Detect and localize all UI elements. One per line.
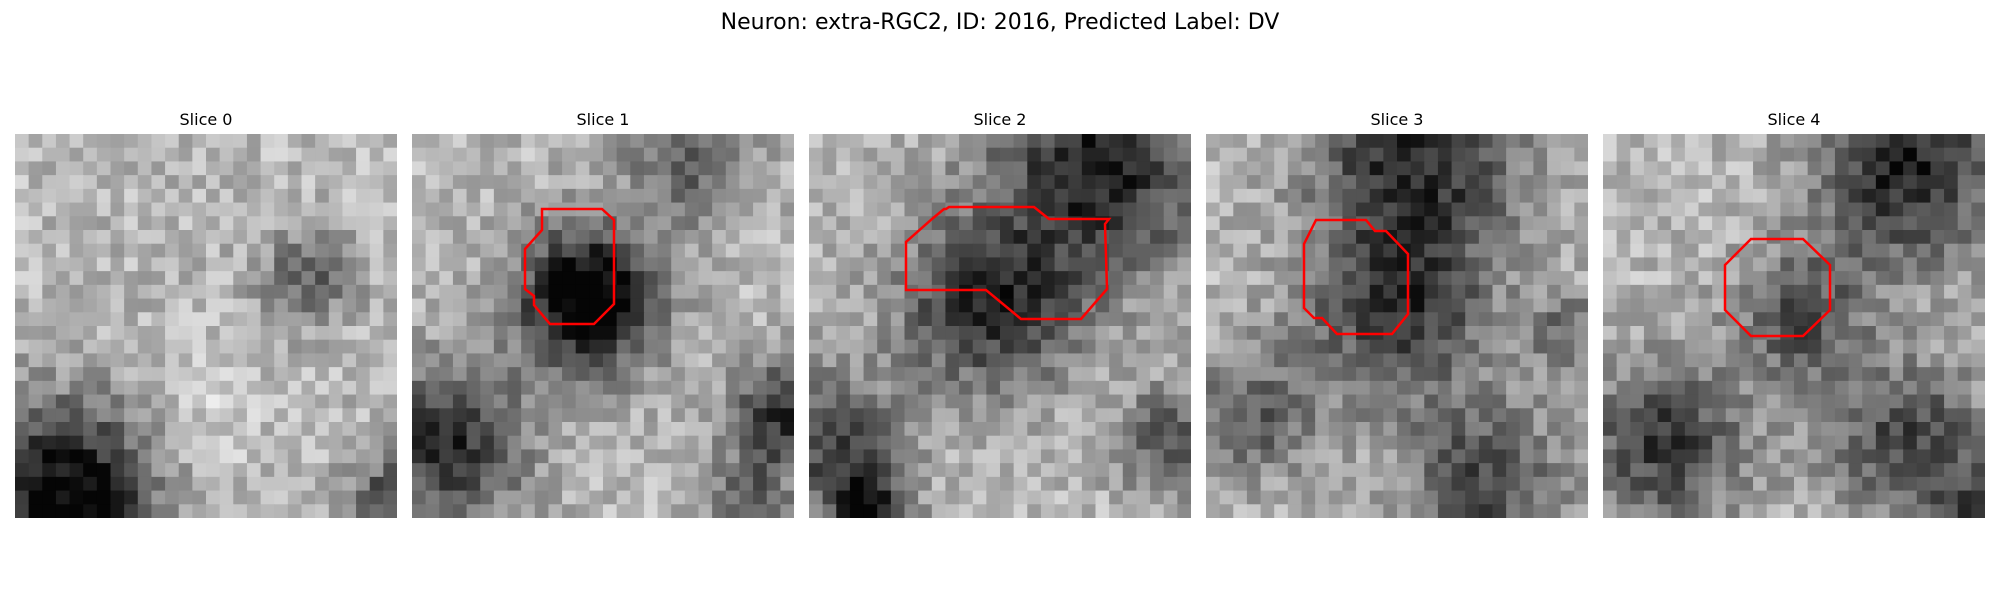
slice-image-4	[1603, 134, 1985, 518]
grayscale-pixel-grid	[1603, 134, 1985, 518]
slice-image-3	[1206, 134, 1588, 518]
slice-panel-1: Slice 1	[412, 110, 794, 518]
slice-title: Slice 1	[576, 110, 630, 129]
slice-title: Slice 0	[179, 110, 233, 129]
slice-title: Slice 3	[1370, 110, 1424, 129]
grayscale-pixel-grid	[412, 134, 794, 518]
grayscale-pixel-grid	[15, 134, 397, 518]
slice-panel-4: Slice 4	[1603, 110, 1985, 518]
slice-image-0	[15, 134, 397, 518]
roi-outline	[1302, 218, 1410, 336]
slice-image-1	[412, 134, 794, 518]
roi-outline	[904, 205, 1112, 321]
grayscale-pixel-grid	[1206, 134, 1588, 518]
slice-image-2	[809, 134, 1191, 518]
figure-title: Neuron: extra-RGC2, ID: 2016, Predicted …	[720, 10, 1280, 35]
slice-panel-3: Slice 3	[1206, 110, 1588, 518]
slice-panel-0: Slice 0	[15, 110, 397, 518]
roi-outline	[1723, 237, 1832, 338]
slice-panel-2: Slice 2	[809, 110, 1191, 518]
slice-title: Slice 4	[1767, 110, 1821, 129]
grayscale-pixel-grid	[809, 134, 1191, 518]
roi-outline	[523, 207, 616, 326]
slice-title: Slice 2	[973, 110, 1027, 129]
